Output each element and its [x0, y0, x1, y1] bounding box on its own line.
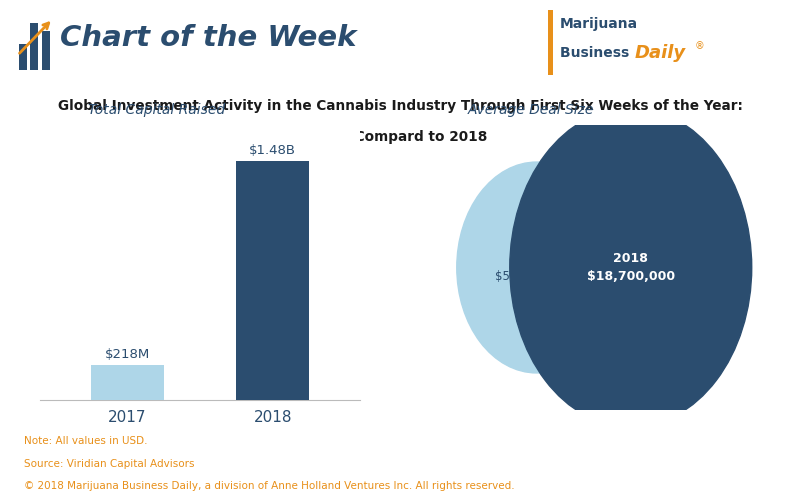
Bar — [42, 32, 50, 70]
Text: Marijuana: Marijuana — [560, 17, 638, 31]
Bar — [236, 160, 309, 400]
Text: Note: All values in USD.: Note: All values in USD. — [24, 436, 147, 446]
Text: $1.48B: $1.48B — [250, 144, 296, 156]
Text: Global Investment Activity in the Cannabis Industry Through First Six Weeks of t: Global Investment Activity in the Cannab… — [58, 99, 742, 113]
Ellipse shape — [510, 108, 752, 427]
Text: Daily: Daily — [634, 44, 686, 62]
Text: Average Deal Size: Average Deal Size — [468, 103, 594, 117]
Text: 2017
$5,600,000: 2017 $5,600,000 — [494, 252, 562, 283]
Text: Business: Business — [560, 46, 634, 60]
Bar — [548, 10, 553, 75]
Bar — [91, 364, 164, 400]
Text: Chart of the Week: Chart of the Week — [60, 24, 357, 52]
Text: © 2018 Marijuana Business Daily, a division of Anne Holland Ventures Inc. All ri: © 2018 Marijuana Business Daily, a divis… — [24, 482, 514, 492]
Text: 2017 Compard to 2018: 2017 Compard to 2018 — [312, 130, 488, 144]
Text: Total Capital Raised: Total Capital Raised — [88, 103, 225, 117]
Bar — [30, 23, 38, 70]
Ellipse shape — [457, 162, 617, 373]
Text: $218M: $218M — [105, 348, 150, 360]
Text: Source: Viridian Capital Advisors: Source: Viridian Capital Advisors — [24, 459, 194, 469]
Text: 2018
$18,700,000: 2018 $18,700,000 — [586, 252, 675, 283]
Text: ®: ® — [694, 41, 704, 51]
Bar — [19, 44, 27, 70]
